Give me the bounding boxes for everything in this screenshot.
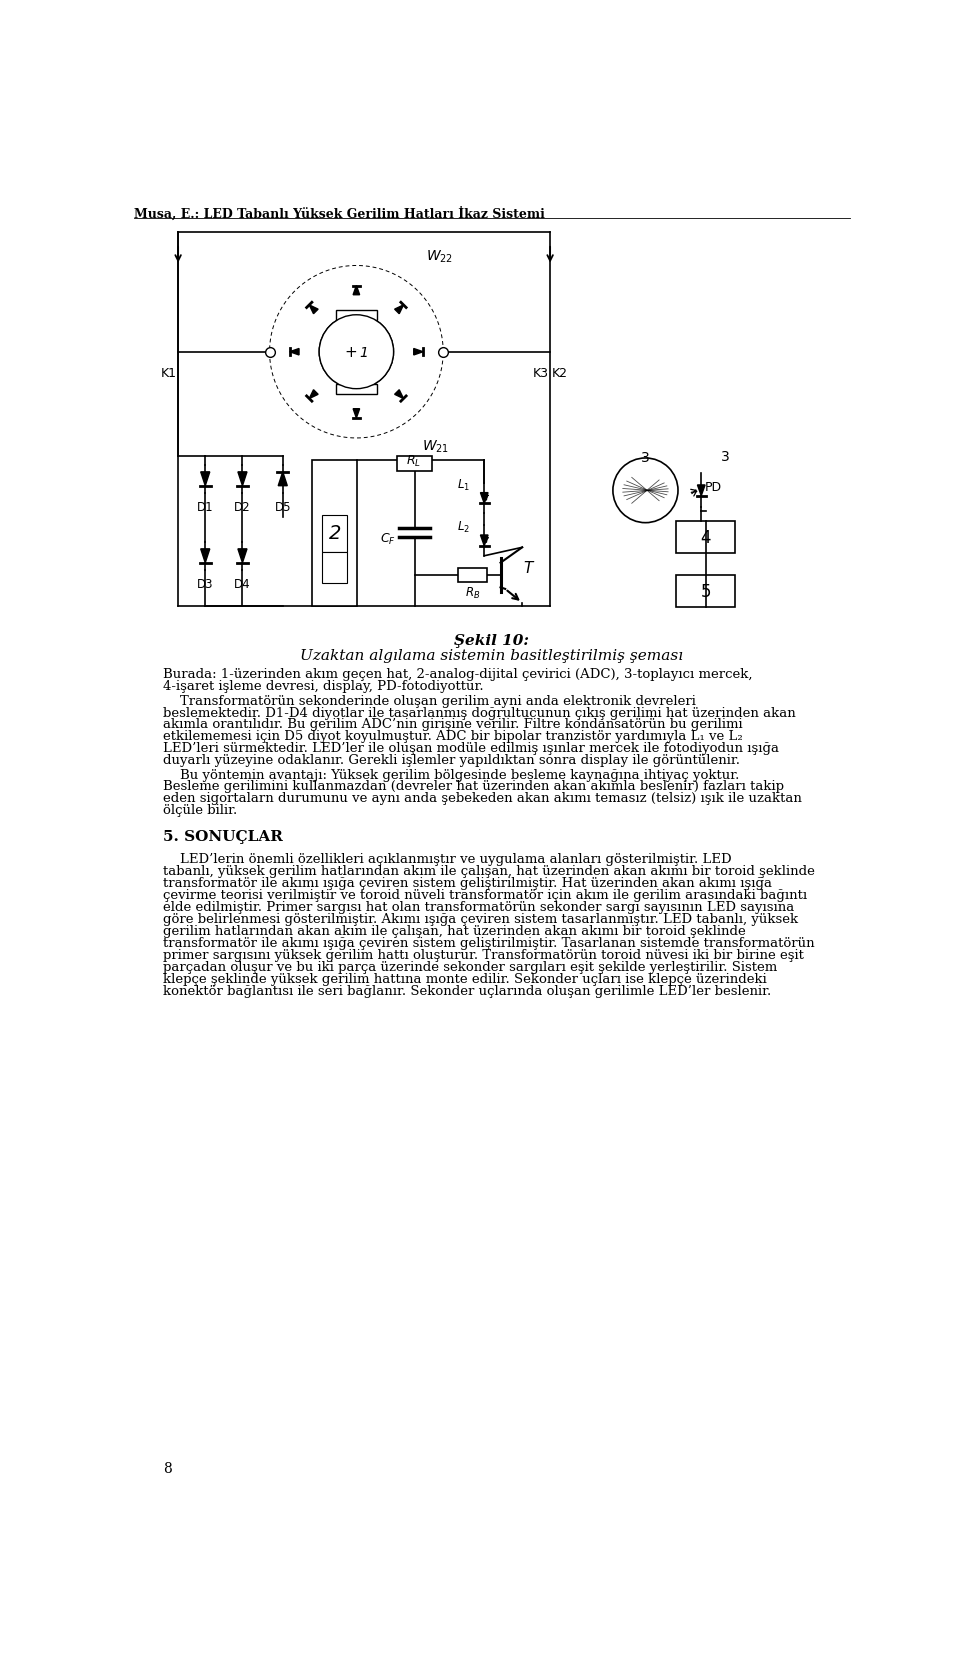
Bar <box>323 516 347 553</box>
Text: beslemektedir. D1-D4 diyotlar ile tasarlanmış doğrultucunun çıkış gerilimi hat ü: beslemektedir. D1-D4 diyotlar ile tasarl… <box>162 707 796 720</box>
Bar <box>458 569 488 583</box>
Bar <box>336 384 376 394</box>
Text: 5: 5 <box>700 583 710 601</box>
Text: gerilim hatlarından akan akım ile çalışan, hat üzerinden akan akımı bir toroid ş: gerilim hatlarından akan akım ile çalışa… <box>162 923 745 937</box>
Text: elde edilmiştir. Primer sargısı hat olan transformatörün sekonder sargı sayısını: elde edilmiştir. Primer sargısı hat olan… <box>162 900 794 914</box>
Text: D1: D1 <box>197 501 213 515</box>
Text: 3: 3 <box>721 450 730 463</box>
Circle shape <box>612 458 678 523</box>
Text: K1: K1 <box>160 366 177 379</box>
Polygon shape <box>201 549 210 563</box>
Text: $C_F$: $C_F$ <box>380 531 396 548</box>
Text: primer sargısını yüksek gerilim hattı oluşturur. Transformatörün toroid nüvesi i: primer sargısını yüksek gerilim hattı ol… <box>162 948 804 962</box>
Bar <box>323 553 347 584</box>
Text: 2: 2 <box>328 525 341 543</box>
Text: 8: 8 <box>162 1461 172 1475</box>
Polygon shape <box>353 409 360 419</box>
Text: $L_1$: $L_1$ <box>457 477 470 493</box>
Bar <box>312 460 357 606</box>
Text: Uzaktan algılama sistemin basitleştirilmiş şeması: Uzaktan algılama sistemin basitleştirilm… <box>300 649 684 662</box>
Text: K3: K3 <box>533 366 549 379</box>
Text: transformatör ile akımı ışığa çeviren sistem geliştirilmiştir. Tasarlanan sistem: transformatör ile akımı ışığa çeviren si… <box>162 937 814 950</box>
Text: LED’lerin önemli özellikleri açıklanmıştır ve uygulama alanları gösterilmiştir. : LED’lerin önemli özellikleri açıklanmışt… <box>162 852 732 866</box>
Text: etkilememesi için D5 diyot koyulmuştur. ADC bir bipolar tranzistör yardımıyla L₁: etkilememesi için D5 diyot koyulmuştur. … <box>162 730 742 743</box>
Text: D4: D4 <box>234 578 251 591</box>
Polygon shape <box>278 473 287 487</box>
Text: göre belirlenmesi gösterilmiştir. Akımı ışığa çeviren sistem tasarlanmıştır. LED: göre belirlenmesi gösterilmiştir. Akımı … <box>162 912 798 925</box>
Text: 1: 1 <box>359 346 368 359</box>
Bar <box>677 576 734 607</box>
Polygon shape <box>309 391 318 399</box>
Text: $R_B$: $R_B$ <box>465 586 480 601</box>
Polygon shape <box>309 306 318 314</box>
Text: LED’leri sürmektedir. LED’ler ile oluşan modüle edilmiş ışınlar mercek ile fotod: LED’leri sürmektedir. LED’ler ile oluşan… <box>162 741 779 755</box>
Text: transformatör ile akımı ışığa çeviren sistem geliştirilmiştir. Hat üzerinden aka: transformatör ile akımı ışığa çeviren si… <box>162 877 772 889</box>
Polygon shape <box>395 391 403 399</box>
Text: +: + <box>345 344 357 361</box>
Polygon shape <box>395 306 403 314</box>
Text: klepçe şeklinde yüksek gerilim hattına monte edilir. Sekonder uçları ise klepçe : klepçe şeklinde yüksek gerilim hattına m… <box>162 971 766 985</box>
Bar <box>336 311 376 321</box>
Text: PD: PD <box>706 480 722 493</box>
Text: Şekil 10:: Şekil 10: <box>454 634 530 647</box>
Bar <box>677 521 734 554</box>
Polygon shape <box>414 349 423 356</box>
Text: D3: D3 <box>197 578 213 591</box>
Circle shape <box>319 316 394 389</box>
Polygon shape <box>238 549 247 563</box>
Text: K2: K2 <box>552 366 567 379</box>
Text: konektör bağlantısı ile seri bağlanır. Sekonder uçlarında oluşan gerilimle LED’l: konektör bağlantısı ile seri bağlanır. S… <box>162 985 771 996</box>
Text: Besleme gerilimini kullanmazdan (devreler hat üzerinden akan akımla beslenir) fa: Besleme gerilimini kullanmazdan (devrele… <box>162 780 783 793</box>
Text: Bu yöntemin avantajı: Yüksek gerilim bölgesinde besleme kaynağına ihtiyaç yoktur: Bu yöntemin avantajı: Yüksek gerilim böl… <box>162 768 739 781</box>
Text: D2: D2 <box>234 501 251 515</box>
Text: $R_L$: $R_L$ <box>406 453 421 468</box>
Text: 3: 3 <box>641 452 650 465</box>
Text: 1: 1 <box>359 346 368 359</box>
Polygon shape <box>353 286 360 296</box>
Text: Transformatörün sekonderinde oluşan gerilim ayni anda elektronik devreleri: Transformatörün sekonderinde oluşan geri… <box>162 693 695 707</box>
Text: çevirme teorisi verilmiştir ve toroid nüveli transformatör için akım ile gerilim: çevirme teorisi verilmiştir ve toroid nü… <box>162 889 806 902</box>
Text: +: + <box>345 344 357 361</box>
Text: ölçüle bilir.: ölçüle bilir. <box>162 804 237 818</box>
Text: akımla orantılıdır. Bu gerilim ADC’nin girişine verilir. Filtre kondansatörün bu: akımla orantılıdır. Bu gerilim ADC’nin g… <box>162 718 742 732</box>
Polygon shape <box>698 485 705 496</box>
Text: eden sigortalarn durumunu ve aynı anda şebekeden akan akımı temasız (telsiz) ışı: eden sigortalarn durumunu ve aynı anda ş… <box>162 791 802 804</box>
Circle shape <box>319 316 394 389</box>
Polygon shape <box>480 493 488 505</box>
Polygon shape <box>290 349 299 356</box>
Text: Burada: 1-üzerinden akım geçen hat, 2-analog-dijital çevirici (ADC), 3-toplayıcı: Burada: 1-üzerinden akım geçen hat, 2-an… <box>162 669 752 680</box>
Text: parçadan oluşur ve bu iki parça üzerinde sekonder sargıları eşit şekilde yerleşt: parçadan oluşur ve bu iki parça üzerinde… <box>162 960 777 973</box>
Text: 5. SONUÇLAR: 5. SONUÇLAR <box>162 829 282 844</box>
Text: $L_2$: $L_2$ <box>457 520 470 535</box>
Polygon shape <box>201 473 210 487</box>
Bar <box>397 457 432 472</box>
Text: T: T <box>524 561 533 576</box>
Text: 4: 4 <box>700 530 710 546</box>
Text: tabanlı, yüksek gerilim hatlarından akım ile çalışan, hat üzerinden akan akımı b: tabanlı, yüksek gerilim hatlarından akım… <box>162 864 814 877</box>
Text: 4-işaret işleme devresi, display, PD-fotodiyottur.: 4-işaret işleme devresi, display, PD-fot… <box>162 680 483 693</box>
Text: Musa, E.: LED Tabanlı Yüksek Gerilim Hatları İkaz Sistemi: Musa, E.: LED Tabanlı Yüksek Gerilim Hat… <box>134 207 545 220</box>
Text: $W_{22}$: $W_{22}$ <box>426 248 453 265</box>
Polygon shape <box>238 473 247 487</box>
Text: $W_{21}$: $W_{21}$ <box>422 439 449 455</box>
Text: D5: D5 <box>275 501 291 515</box>
Polygon shape <box>480 536 488 546</box>
Text: duyarlı yüzeyine odaklanır. Gerekli işlemler yapıldıktan sonra display ile görün: duyarlı yüzeyine odaklanır. Gerekli işle… <box>162 753 739 766</box>
